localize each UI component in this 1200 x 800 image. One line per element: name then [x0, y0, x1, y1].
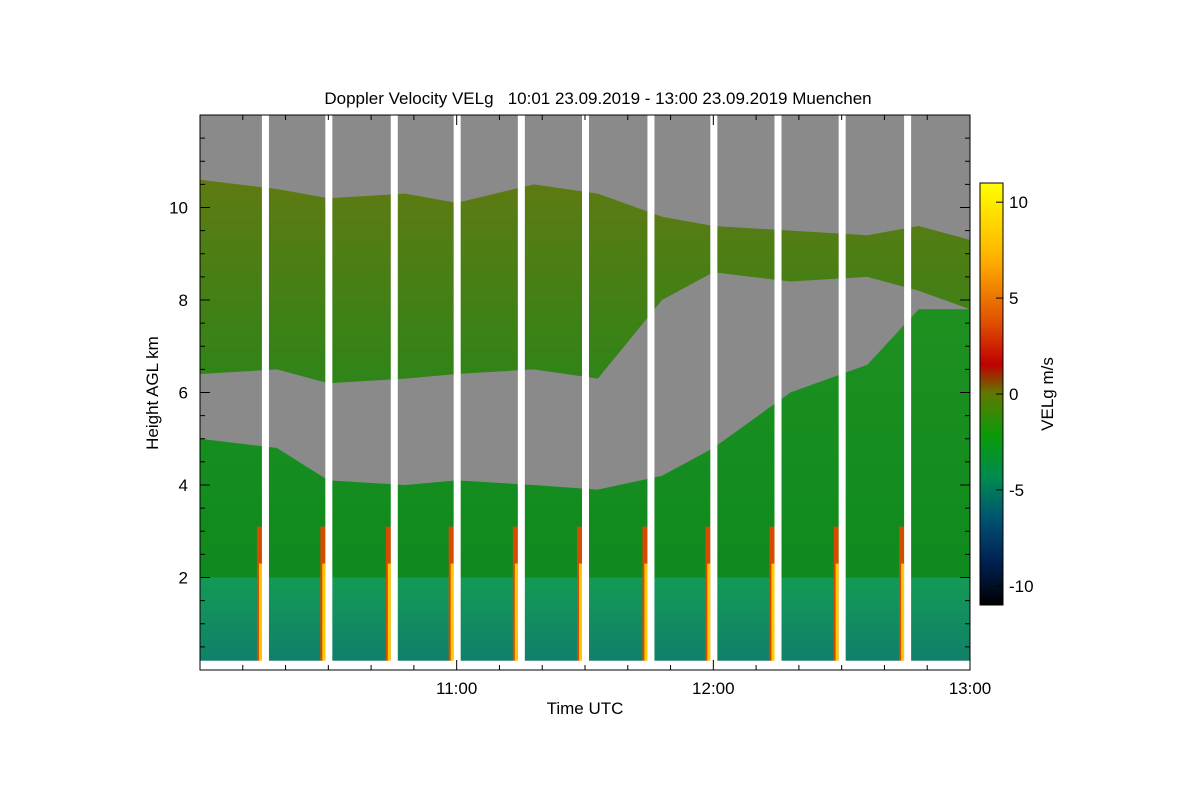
colorbar-label: VELg m/s [1038, 357, 1057, 431]
surface-velocity-spikes [256, 526, 905, 670]
data-gaps [261, 115, 912, 670]
data-gap [710, 115, 718, 670]
x-axis-label: Time UTC [547, 699, 624, 718]
plot-area [200, 115, 970, 670]
data-gap [774, 115, 782, 670]
y-axis: 2 4 6 8 10 [169, 114, 970, 671]
velocity-spike-inner [514, 563, 518, 670]
y-tick-label: 8 [179, 291, 188, 310]
x-axis: 11:00 12:00 13:00 [199, 115, 992, 698]
velocity-spike-inner [450, 563, 454, 670]
colorbar-tick-label: 10 [1009, 193, 1028, 212]
velocity-spike-inner [322, 563, 326, 670]
data-gap [390, 115, 398, 670]
velocity-spike-inner [901, 563, 905, 670]
y-axis-label: Height AGL km [143, 336, 162, 450]
colorbar-tick-label: -10 [1009, 577, 1034, 596]
y-tick-label: 6 [179, 384, 188, 403]
data-gap [517, 115, 525, 670]
data-gap [904, 115, 912, 670]
colorbar-ticks: 10 5 0 -5 -10 [996, 193, 1034, 596]
x-tick-label: 13:00 [949, 679, 992, 698]
velocity-spike-inner [835, 563, 839, 670]
velocity-spike-inner [387, 563, 391, 670]
velocity-spike-inner [258, 563, 262, 670]
data-gap [582, 115, 589, 670]
x-tick-label: 12:00 [692, 679, 735, 698]
x-tick-label: 11:00 [436, 679, 477, 698]
colorbar-tick-label: -5 [1009, 481, 1024, 500]
y-tick-label: 2 [179, 569, 188, 588]
colorbar-tick-label: 5 [1009, 289, 1018, 308]
colorbar-tick-label: 0 [1009, 385, 1018, 404]
y-tick-label: 4 [179, 476, 188, 495]
colorbar: 10 5 0 -5 -10 VELg m/s [979, 182, 1057, 606]
chart-title: Doppler Velocity VELg 10:01 23.09.2019 -… [324, 89, 871, 108]
data-gap [647, 115, 655, 670]
data-gap [325, 115, 333, 670]
data-gap [453, 115, 461, 670]
velocity-spike-inner [644, 563, 648, 670]
velocity-spike-inner [707, 563, 711, 670]
data-gap [838, 115, 846, 670]
velocity-spike-inner [771, 563, 775, 670]
y-tick-label: 10 [169, 199, 188, 218]
data-gap [261, 115, 269, 670]
velocity-spike-inner [579, 563, 582, 670]
